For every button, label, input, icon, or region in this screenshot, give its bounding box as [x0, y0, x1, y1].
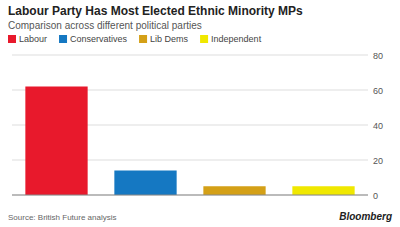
grid-line: [12, 195, 368, 196]
y-tick-label: 20: [373, 156, 383, 166]
legend-label: Independent: [211, 34, 262, 44]
y-tick-label: 60: [373, 86, 383, 96]
legend-label: Conservatives: [70, 34, 128, 44]
legend-swatch: [200, 35, 208, 43]
bar: [203, 186, 265, 195]
legend-label: Lib Dems: [150, 34, 189, 44]
bar: [25, 87, 87, 196]
legend-swatch: [8, 35, 16, 43]
source: Source: British Future analysis: [8, 213, 117, 222]
y-tick-label: 40: [373, 121, 383, 131]
bars: [25, 87, 354, 196]
x-axis-line: [12, 195, 368, 196]
legend-label: Labour: [19, 34, 47, 44]
legend-swatch: [59, 35, 67, 43]
bar: [292, 186, 354, 195]
title: Labour Party Has Most Elected Ethnic Min…: [8, 4, 303, 18]
y-tick-label: 0: [373, 191, 378, 201]
grid-line: [12, 55, 368, 56]
subtitle: Comparison across different political pa…: [8, 20, 202, 31]
legend-swatch: [139, 35, 147, 43]
legend: Labour Conservatives Lib Dems Independent: [8, 34, 262, 44]
bar: [114, 171, 176, 196]
y-tick-label: 80: [373, 51, 383, 61]
annotation: Bloomberg: [339, 211, 392, 222]
chart: Labour Party Has Most Elected Ethnic Min…: [0, 0, 400, 227]
